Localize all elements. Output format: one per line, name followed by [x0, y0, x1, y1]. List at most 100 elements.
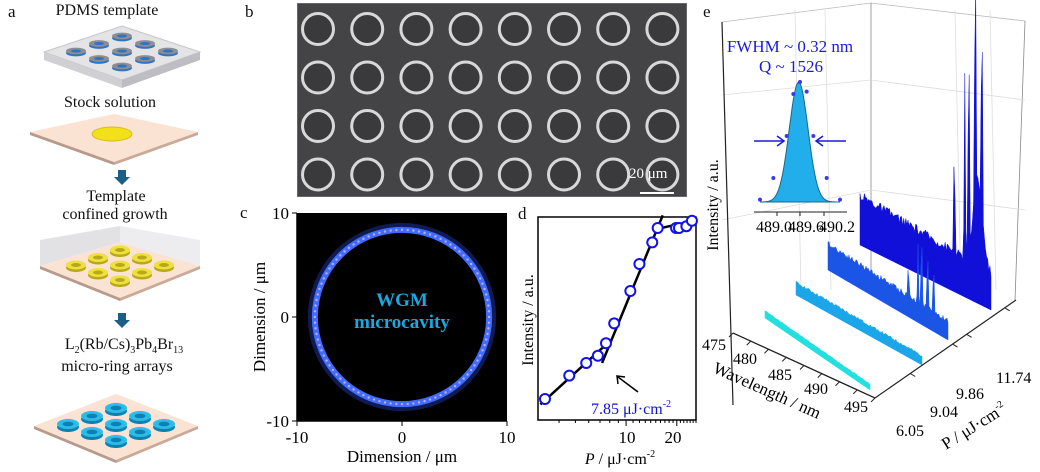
formula-sub: 13	[173, 345, 184, 357]
ring-mode-lobe	[439, 237, 442, 241]
sem-ring	[399, 157, 434, 192]
inset-point	[824, 176, 829, 180]
spectrum-9.04	[795, 280, 923, 366]
ring-mode-lobe	[462, 377, 465, 380]
inset-point	[758, 197, 762, 202]
grid-line	[989, 9, 997, 291]
ring-mode-lobe	[487, 310, 491, 313]
sem-ring	[645, 157, 680, 192]
wavelength-tick-mark	[746, 340, 752, 346]
ring-mode-lobe	[331, 368, 335, 372]
ring-mode-lobe	[487, 327, 490, 330]
wavelength-tick-mark	[781, 357, 787, 362]
pdms-disc-hole	[117, 34, 127, 38]
formula-part: L	[64, 336, 75, 353]
formula-part: (Rb/Cs)	[79, 336, 131, 353]
wavelength-tick-mark	[799, 365, 805, 370]
ring-mode-lobe	[449, 243, 452, 246]
ring-mode-lobe	[389, 229, 392, 232]
ring-mode-lobe	[466, 258, 469, 261]
x-ticks	[558, 420, 697, 426]
ring-mode-lobe	[315, 332, 318, 336]
inset-point	[784, 134, 789, 138]
ring-mode-lobe	[453, 384, 457, 388]
x-tick: 10	[499, 428, 516, 447]
wavelength-tick-mark	[835, 381, 840, 387]
x-tick-label: 10	[619, 428, 636, 447]
ring-mode-lobe	[487, 315, 491, 319]
power-tick-mark	[1004, 307, 1010, 312]
spectra-series	[764, 0, 992, 391]
arrow-left-icon	[814, 135, 824, 147]
pdms-disc-hole	[94, 41, 104, 46]
ring-mode-lobe	[328, 267, 331, 270]
wavelength-tick: 490	[804, 381, 828, 398]
ring-mode-lobe	[473, 364, 476, 367]
axis-box	[721, 2, 1026, 301]
step-micro-ring-label: micro-ring arrays	[61, 358, 173, 375]
spectrum-9.86	[827, 241, 949, 341]
power-tick: 6.05	[896, 423, 924, 440]
data-point	[685, 214, 698, 227]
ring-mode-lobe	[469, 368, 473, 372]
y-axis-label: Dimension / μm	[250, 262, 269, 372]
ring-mode-lobe	[335, 373, 338, 376]
ring-mode-lobe	[462, 254, 465, 257]
x-axis-label: Dimension / μm	[347, 447, 457, 466]
sem-ring	[399, 12, 434, 46]
ring-mode-lobe	[487, 304, 490, 307]
wgm-ring	[307, 222, 497, 412]
grid-line	[870, 189, 1026, 211]
data-point	[538, 393, 551, 405]
ring-mode-lobe	[406, 228, 409, 232]
spectrum-6.05	[764, 310, 871, 391]
yellow-ring-hole	[71, 262, 81, 268]
sem-ring	[596, 60, 631, 95]
ring-mode-lobe	[483, 287, 486, 291]
ring-mode-lobe	[314, 327, 317, 330]
ring-mode-lobe	[478, 277, 482, 280]
ring-mode-lobe	[483, 343, 486, 347]
sem-ring	[547, 60, 581, 95]
inset-peak-plot: FWHM ~ 0.32 nm Q ~ 1526 489.0 489.6 490.…	[727, 37, 855, 236]
microcavity-label: microcavity	[354, 312, 450, 333]
sem-ring	[301, 12, 335, 46]
ring-mode-lobe	[316, 293, 320, 296]
data-point	[624, 285, 637, 297]
ring-mode-lobe	[400, 228, 404, 232]
formula-part: Br	[157, 336, 174, 353]
ring-mode-lobe	[343, 381, 346, 384]
step-stock-solution-label: Stock solution	[63, 94, 156, 111]
data-points	[538, 214, 698, 405]
pdms-disc-hole	[140, 41, 150, 46]
ring-mode-lobe	[316, 338, 320, 341]
ring-mode-lobe	[318, 343, 321, 347]
sem-ring	[547, 157, 581, 192]
ring-mode-lobe	[347, 246, 351, 250]
data-point	[608, 317, 621, 330]
power-tick-mark	[952, 343, 958, 348]
data-point	[651, 222, 664, 234]
grid-line	[954, 9, 962, 291]
x-tick: 0	[398, 428, 407, 447]
ring-mode-lobe	[352, 388, 355, 391]
formula-sub: 3	[130, 345, 136, 357]
wavelength-tick: 485	[768, 367, 792, 384]
pdms-disc-array	[66, 32, 178, 72]
ring-mode-lobe	[325, 359, 328, 362]
inset-x-tick: 490.2	[819, 219, 855, 236]
ring-mode-lobe	[428, 398, 432, 401]
ring-mode-lobe	[476, 359, 479, 362]
down-arrow-icon	[114, 313, 130, 328]
fwhm-label: FWHM ~ 0.32 nm	[727, 37, 853, 56]
blue-ring-hole	[62, 421, 74, 427]
ring-mode-lobe	[434, 396, 437, 399]
ring-mode-lobe	[328, 364, 331, 367]
sem-ring	[497, 157, 532, 192]
ring-mode-lobe	[372, 398, 376, 401]
inset-point	[771, 176, 776, 180]
micro-ring-array-illustration	[34, 394, 198, 463]
lasing-spectra-3d-plot: 475 480 485 490 495 Wavelength / nm 6.05…	[702, 0, 1031, 453]
data-point	[580, 357, 593, 369]
ring-mode-lobe	[417, 401, 421, 404]
